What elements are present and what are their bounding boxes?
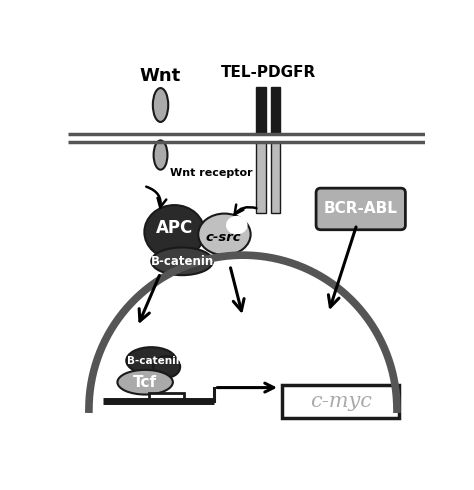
Bar [256, 87, 265, 134]
Ellipse shape [118, 370, 173, 394]
Text: BCR-ABL: BCR-ABL [324, 201, 398, 217]
Ellipse shape [153, 356, 180, 378]
Text: Wnt: Wnt [140, 67, 181, 85]
Bar [271, 142, 280, 213]
Text: c-src: c-src [205, 231, 241, 244]
Bar [149, 393, 183, 401]
Ellipse shape [154, 141, 167, 170]
Bar [282, 385, 399, 418]
Ellipse shape [151, 247, 213, 275]
Ellipse shape [153, 88, 168, 122]
Ellipse shape [198, 214, 251, 255]
Text: Tcf: Tcf [133, 375, 157, 390]
Text: B-catenin: B-catenin [127, 356, 183, 366]
Text: APC: APC [156, 219, 193, 237]
Ellipse shape [126, 347, 176, 374]
Bar [256, 142, 265, 213]
Text: c-myc: c-myc [310, 392, 372, 411]
Text: TEL-PDGFR: TEL-PDGFR [221, 65, 316, 80]
Text: B-catenin: B-catenin [150, 255, 214, 268]
Ellipse shape [145, 205, 204, 259]
Text: Wnt receptor: Wnt receptor [170, 168, 252, 178]
FancyBboxPatch shape [316, 188, 405, 230]
Ellipse shape [226, 216, 247, 234]
Bar [271, 87, 280, 134]
